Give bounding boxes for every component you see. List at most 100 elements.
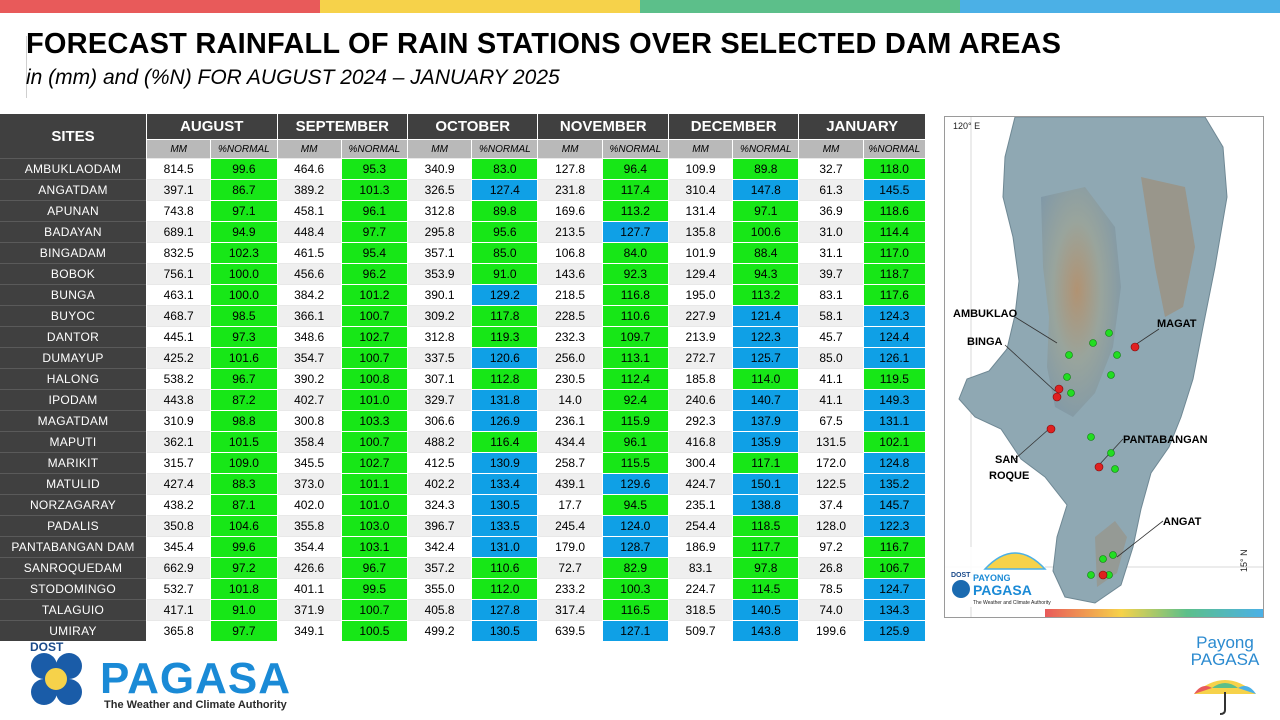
month-header: AUGUST	[146, 114, 278, 140]
site-name: TALAGUIO	[0, 599, 148, 621]
mm-cell: 350.8	[146, 515, 211, 537]
site-name: UMIRAY	[0, 620, 148, 641]
mm-cell: 213.5	[537, 221, 603, 243]
table-row: DANTOR 445.1 97.3 348.6 102.7 312.8 119.3 232.3…	[0, 326, 927, 348]
mm-cell: 348.6	[277, 326, 342, 348]
mm-cell: 315.7	[146, 452, 211, 474]
mm-cell: 45.7	[798, 326, 864, 348]
site-name: PADALIS	[0, 515, 148, 537]
top-bar-yellow	[320, 0, 640, 13]
pct-normal-cell: 124.7	[862, 578, 927, 600]
pct-normal-cell: 126.9	[471, 410, 539, 432]
pct-normal-cell: 145.5	[862, 179, 927, 201]
pct-normal-cell: 101.1	[340, 473, 408, 495]
mm-cell: 37.4	[798, 494, 864, 516]
pct-normal-cell: 92.3	[601, 263, 669, 285]
mm-cell: 390.1	[407, 284, 472, 306]
pct-normal-cell: 97.1	[732, 200, 800, 222]
pct-normal-cell: 143.8	[732, 620, 800, 641]
san-roque-leader	[1014, 428, 1050, 460]
mm-cell: 464.6	[277, 158, 342, 180]
umbrella-canopy-green	[1212, 683, 1238, 688]
site-name: AMBUKLAODAM	[0, 158, 148, 180]
pct-normal-cell: 133.5	[471, 515, 539, 537]
mm-cell: 39.7	[798, 263, 864, 285]
table-row: MAPUTI 362.1 101.5 358.4 100.7 488.2 116.4 434.…	[0, 431, 927, 453]
dam-marker-pantabangan	[1094, 462, 1104, 472]
pct-normal-cell: 127.1	[601, 620, 669, 641]
pct-normal-cell: 103.1	[340, 536, 408, 558]
month-header: NOVEMBER	[537, 114, 669, 140]
map-logo-tagline: The Weather and Climate Authority	[973, 600, 1051, 606]
pct-normal-cell: 114.0	[732, 368, 800, 390]
mm-cell: 272.7	[668, 347, 733, 369]
pct-normal-cell: 94.5	[601, 494, 669, 516]
mm-cell: 355.0	[407, 578, 472, 600]
mm-cell: 236.1	[537, 410, 603, 432]
pct-normal-cell: 131.1	[862, 410, 927, 432]
mm-cell: 230.5	[537, 368, 603, 390]
mm-cell: 439.1	[537, 473, 603, 495]
mm-cell: 756.1	[146, 263, 211, 285]
map-rainbow-bar	[1045, 609, 1263, 617]
pct-normal-cell: 113.2	[732, 284, 800, 306]
mm-cell: 235.1	[668, 494, 733, 516]
pct-normal-cell: 87.1	[210, 494, 278, 516]
pct-normal-cell: 101.3	[340, 179, 408, 201]
mm-cell: 131.5	[798, 431, 864, 453]
mm-cell: 639.5	[537, 620, 603, 641]
pct-normal-cell: 103.0	[340, 515, 408, 537]
table-row: HALONG 538.2 96.7 390.2 100.8 307.1 112.8 230.5…	[0, 368, 927, 390]
mm-cell: 355.8	[277, 515, 342, 537]
pct-normal-cell: 117.4	[601, 179, 669, 201]
table-row: TALAGUIO 417.1 91.0 371.9 100.7 405.8 127.8 317…	[0, 599, 927, 621]
pct-normal-cell: 113.2	[601, 200, 669, 222]
mm-cell: 743.8	[146, 200, 211, 222]
pct-normal-cell: 122.3	[732, 326, 800, 348]
pct-normal-cell: 133.4	[471, 473, 539, 495]
mm-cell: 345.5	[277, 452, 342, 474]
mm-cell: 401.1	[277, 578, 342, 600]
pct-normal-cell: 109.0	[210, 452, 278, 474]
mm-cell: 172.0	[798, 452, 864, 474]
pct-normal-cell: 97.1	[210, 200, 278, 222]
table-row: SANROQUEDAM 662.9 97.2 426.6 96.7 357.2 110.6 7…	[0, 557, 927, 579]
rain-station-marker	[1107, 371, 1115, 379]
pct-normal-cell: 112.0	[471, 578, 539, 600]
pct-normal-cell: 97.7	[210, 620, 278, 641]
month-header: OCTOBER	[407, 114, 539, 140]
pct-normal-cell: 130.5	[471, 494, 539, 516]
pagasa-logo	[31, 653, 82, 705]
pct-normal-cell: 97.8	[732, 557, 800, 579]
pct-normal-cell: 95.6	[471, 221, 539, 243]
pct-normal-cell: 101.2	[340, 284, 408, 306]
table-row: AMBUKLAODAM 814.5 99.6 464.6 95.3 340.9 83.0 12…	[0, 158, 927, 180]
mm-cell: 218.5	[537, 284, 603, 306]
pct-subheader: %NORMAL	[863, 139, 927, 159]
mm-cell: 417.1	[146, 599, 211, 621]
pct-normal-cell: 100.3	[601, 578, 669, 600]
table-row: BOBOK 756.1 100.0 456.6 96.2 353.9 91.0 143.6 92…	[0, 263, 927, 285]
dost-label: DOST	[30, 640, 64, 654]
mm-cell: 373.0	[277, 473, 342, 495]
mm-cell: 426.6	[277, 557, 342, 579]
pct-normal-cell: 113.1	[601, 347, 669, 369]
mm-cell: 127.8	[537, 158, 603, 180]
mm-cell: 458.1	[277, 200, 342, 222]
pct-normal-cell: 135.9	[732, 431, 800, 453]
mm-cell: 213.9	[668, 326, 733, 348]
mm-cell: 424.7	[668, 473, 733, 495]
mm-cell: 78.5	[798, 578, 864, 600]
pct-normal-cell: 89.8	[732, 158, 800, 180]
mm-cell: 324.3	[407, 494, 472, 516]
pct-normal-cell: 84.0	[601, 242, 669, 264]
pct-normal-cell: 102.3	[210, 242, 278, 264]
map-logo-dost: DOST	[951, 572, 971, 579]
mm-cell: 448.4	[277, 221, 342, 243]
pct-normal-cell: 140.5	[732, 599, 800, 621]
pct-normal-cell: 126.1	[862, 347, 927, 369]
pct-normal-cell: 112.4	[601, 368, 669, 390]
rainfall-table-body: AMBUKLAODAM 814.5 99.6 464.6 95.3 340.9 83.0 12…	[0, 158, 927, 641]
mm-cell: 499.2	[407, 620, 472, 641]
mm-cell: 58.1	[798, 305, 864, 327]
